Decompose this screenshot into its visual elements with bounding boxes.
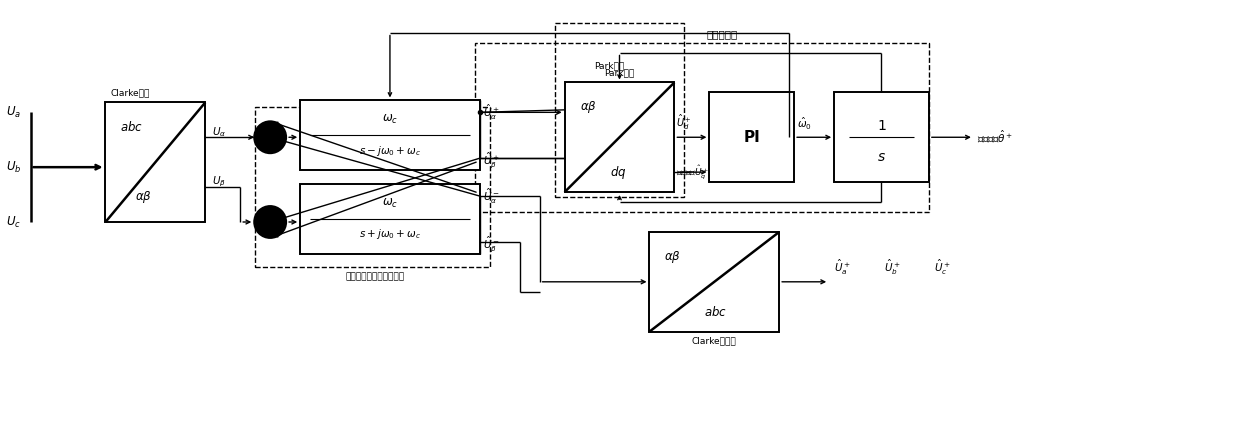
- Bar: [709, 92, 794, 182]
- Bar: [649, 232, 779, 332]
- Text: s: s: [878, 150, 885, 164]
- Text: $\omega_c$: $\omega_c$: [382, 197, 398, 210]
- Circle shape: [254, 206, 286, 238]
- Text: +: +: [266, 125, 275, 135]
- Bar: [300, 100, 479, 170]
- Text: $\alpha\beta$: $\alpha\beta$: [135, 189, 152, 205]
- Text: $U_b$: $U_b$: [6, 160, 21, 175]
- Text: $\hat{U}^+_c$: $\hat{U}^+_c$: [934, 257, 950, 277]
- Text: $dq$: $dq$: [610, 164, 626, 181]
- Text: $\hat{U}^-_\alpha$: $\hat{U}^-_\alpha$: [483, 187, 499, 206]
- Text: PI: PI: [743, 130, 760, 145]
- Text: $\alpha\beta$: $\alpha\beta$: [580, 99, 596, 115]
- Text: $\hat{U}^+_d$: $\hat{U}^+_d$: [676, 113, 691, 132]
- Text: $s-j\omega_0+\omega_c$: $s-j\omega_0+\omega_c$: [359, 144, 421, 158]
- Bar: [105, 103, 206, 222]
- Bar: [834, 92, 929, 182]
- Text: 1: 1: [877, 119, 886, 133]
- Text: +: +: [266, 224, 275, 234]
- Text: $U_\alpha$: $U_\alpha$: [212, 126, 227, 139]
- Text: 频率自适应: 频率自适应: [706, 30, 737, 40]
- Bar: [255, 107, 489, 267]
- Text: $abc$: $abc$: [120, 120, 144, 134]
- Circle shape: [254, 121, 286, 153]
- Text: Park变换: Park变换: [605, 69, 634, 77]
- Text: −: −: [265, 138, 275, 151]
- Text: $\hat{U}^-_\beta$: $\hat{U}^-_\beta$: [483, 234, 499, 254]
- Text: 正序幅值$\hat{U}^+_q$: 正序幅值$\hat{U}^+_q$: [676, 163, 709, 181]
- Bar: [555, 23, 684, 197]
- Text: 正序相位$\hat{\theta}^+$: 正序相位$\hat{\theta}^+$: [976, 129, 1014, 145]
- Bar: [565, 83, 674, 192]
- Text: 交叉解耦自适应复数滤波: 交叉解耦自适应复数滤波: [346, 272, 405, 281]
- Text: $\hat{U}^+_b$: $\hat{U}^+_b$: [883, 257, 901, 277]
- Bar: [300, 184, 479, 254]
- Text: $\omega_c$: $\omega_c$: [382, 113, 398, 126]
- Text: $\hat{U}^+_\beta$: $\hat{U}^+_\beta$: [483, 150, 499, 170]
- Text: $U_\beta$: $U_\beta$: [212, 175, 227, 189]
- Text: $\hat{\omega}_0$: $\hat{\omega}_0$: [797, 116, 812, 132]
- Text: $\hat{U}^+_\alpha$: $\hat{U}^+_\alpha$: [483, 103, 499, 122]
- Text: $abc$: $abc$: [704, 305, 727, 319]
- Text: $U_a$: $U_a$: [6, 105, 21, 120]
- Text: Clarke变换: Clarke变换: [110, 88, 150, 97]
- Text: $\hat{U}^+_a$: $\hat{U}^+_a$: [834, 257, 850, 277]
- Text: $\alpha\beta$: $\alpha\beta$: [664, 249, 681, 265]
- Text: −: −: [265, 209, 275, 221]
- Text: Park变换: Park变换: [595, 61, 624, 70]
- Bar: [475, 42, 929, 212]
- Text: $s+j\omega_0+\omega_c$: $s+j\omega_0+\omega_c$: [359, 227, 421, 241]
- Text: $U_c$: $U_c$: [6, 214, 21, 229]
- Text: Clarke反变换: Clarke反变换: [691, 337, 737, 346]
